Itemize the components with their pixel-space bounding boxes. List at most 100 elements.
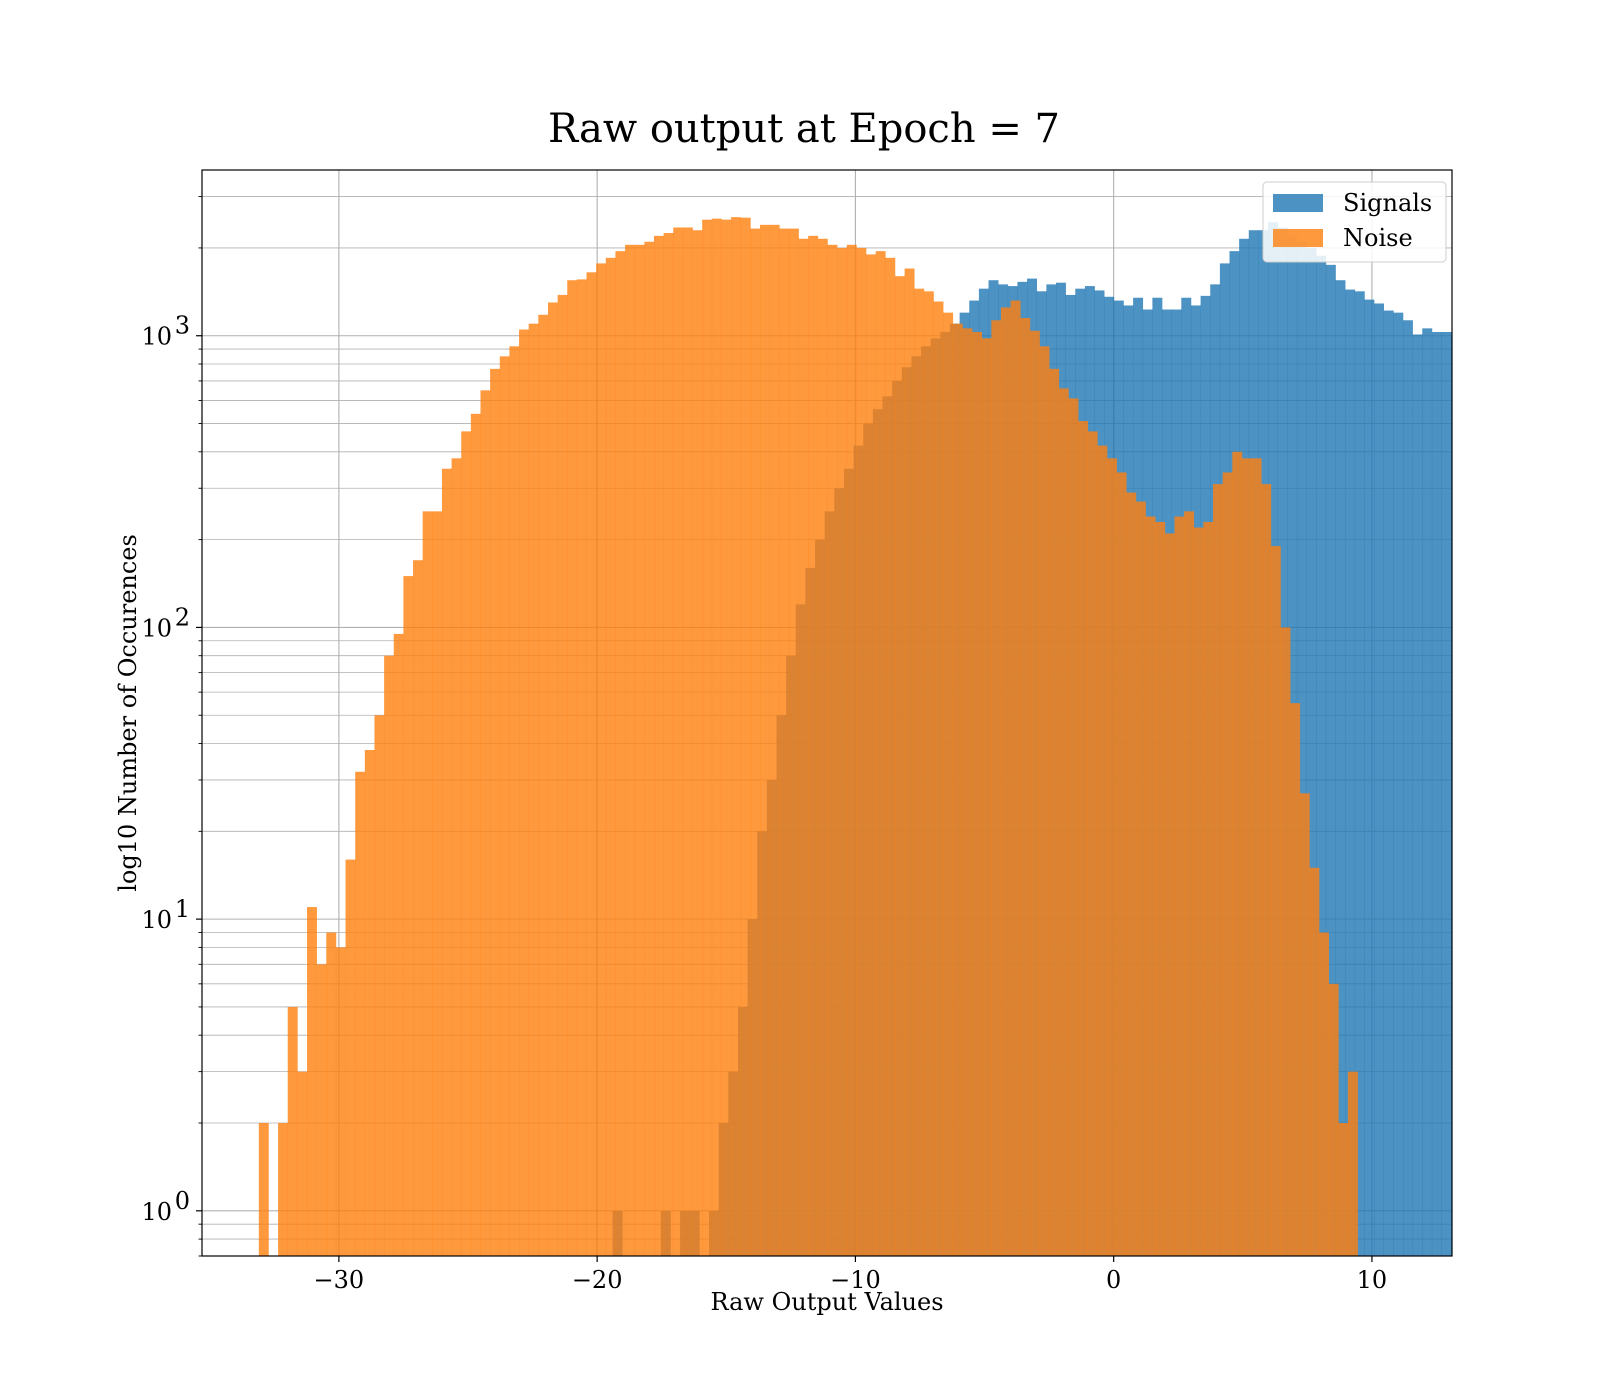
histogram-bar <box>461 431 472 1256</box>
histogram-bar <box>1354 291 1365 1256</box>
y-tick-label: 10 <box>141 323 172 351</box>
histogram-bar <box>567 280 578 1256</box>
histogram-bar <box>972 331 983 1256</box>
histogram-bar <box>692 230 703 1256</box>
histogram-bar <box>952 323 963 1256</box>
y-tick-exponent: 0 <box>175 1187 190 1215</box>
histogram-bar <box>1155 521 1166 1256</box>
histogram-bar <box>1567 480 1577 1258</box>
histogram-bar <box>1020 318 1031 1256</box>
histogram-bar <box>374 715 385 1256</box>
histogram-bar <box>1058 388 1069 1256</box>
histogram-bar <box>335 947 346 1256</box>
series-noise <box>258 217 1358 1256</box>
histogram-bar <box>1049 368 1060 1256</box>
histogram-bar <box>1586 656 1596 1258</box>
y-axis-label: log10 Number of Occurences <box>114 534 142 892</box>
histogram-bar <box>1290 703 1301 1256</box>
histogram-bar <box>1309 867 1320 1256</box>
legend-label: Signals <box>1343 189 1432 217</box>
histogram-bar <box>866 254 876 1256</box>
histogram-bar <box>1203 521 1214 1256</box>
histogram-bar <box>740 217 751 1256</box>
histogram-bar <box>519 329 529 1256</box>
x-tick-label: 10 <box>1357 1266 1388 1294</box>
histogram-bar <box>1461 325 1471 1258</box>
y-tick-exponent: 3 <box>175 312 190 340</box>
histogram-bar <box>1441 331 1452 1256</box>
x-axis-label: Raw Output Values <box>710 1288 943 1316</box>
histogram-bar <box>1422 328 1433 1256</box>
histogram-bar <box>1557 396 1567 1258</box>
histogram-bar <box>885 257 896 1256</box>
histogram-bar <box>1306 247 1317 1256</box>
histogram-bar <box>1068 398 1079 1256</box>
histogram-bar <box>1519 336 1529 1258</box>
histogram-bar <box>451 458 462 1256</box>
histogram-bar <box>769 224 780 1256</box>
histogram-bar <box>538 314 549 1256</box>
histogram-bar <box>1548 372 1558 1258</box>
bars <box>258 217 1600 1258</box>
chart-title: Raw output at Epoch = 7 <box>548 106 1060 152</box>
histogram-bar <box>673 227 684 1256</box>
histogram-bar <box>403 576 414 1256</box>
histogram-bar <box>1393 312 1404 1256</box>
histogram-bar <box>1097 445 1108 1256</box>
histogram-bar <box>1596 831 1600 1258</box>
histogram-bar <box>1126 492 1137 1256</box>
histogram-bar <box>1193 527 1204 1256</box>
histogram-bar <box>355 771 366 1256</box>
histogram-bar <box>1335 280 1346 1256</box>
histogram-bar <box>846 244 857 1256</box>
histogram-bar <box>788 228 799 1256</box>
legend-swatch <box>1273 194 1323 212</box>
histogram-bar <box>1232 451 1243 1256</box>
histogram-bar <box>490 368 501 1256</box>
histogram-bar <box>1364 299 1375 1256</box>
histogram-bar <box>894 276 905 1256</box>
histogram-bar <box>509 346 520 1256</box>
histogram-bar <box>1347 1071 1358 1256</box>
histogram-bar <box>1000 307 1011 1256</box>
histogram-bar <box>1174 516 1185 1256</box>
histogram-bar <box>1270 546 1281 1256</box>
histogram-bar <box>663 233 674 1256</box>
histogram-bar <box>731 217 742 1256</box>
histogram-bar <box>808 235 819 1256</box>
histogram-bar <box>422 511 433 1256</box>
x-tick-label: −20 <box>572 1266 623 1294</box>
histogram-bar <box>1039 346 1050 1256</box>
histogram-bar <box>1241 458 1252 1256</box>
histogram-bar <box>1145 516 1156 1256</box>
histogram-bar <box>1480 326 1490 1258</box>
histogram-bar <box>682 227 693 1256</box>
histogram-bar <box>933 301 944 1256</box>
histogram-bar <box>856 247 867 1256</box>
histogram-bar <box>1383 310 1394 1256</box>
histogram-bar <box>1538 349 1548 1258</box>
histogram-bar <box>1374 303 1385 1256</box>
histogram-bar <box>278 1123 289 1256</box>
histogram-bar <box>1451 335 1452 1256</box>
x-tick-label: −30 <box>314 1266 365 1294</box>
histogram-bar <box>1299 793 1310 1256</box>
histogram-bar <box>625 244 636 1256</box>
histogram-bar <box>1328 983 1339 1256</box>
histogram-bar <box>1316 255 1327 1256</box>
y-tick-label: 10 <box>141 614 172 642</box>
histogram-bar <box>991 320 1002 1256</box>
histogram-bar <box>1412 334 1423 1256</box>
histogram-bar <box>943 312 954 1256</box>
histogram-bar <box>1164 533 1175 1256</box>
histogram-bar <box>1345 289 1356 1256</box>
histogram-bar <box>307 907 317 1256</box>
histogram-bar <box>1338 1123 1349 1256</box>
histogram-bar <box>441 468 452 1256</box>
legend: Signals Noise <box>1262 181 1447 263</box>
histogram-bar <box>1296 241 1307 1256</box>
histogram-bar <box>1213 484 1223 1256</box>
y-tick-label: 10 <box>141 1198 172 1226</box>
